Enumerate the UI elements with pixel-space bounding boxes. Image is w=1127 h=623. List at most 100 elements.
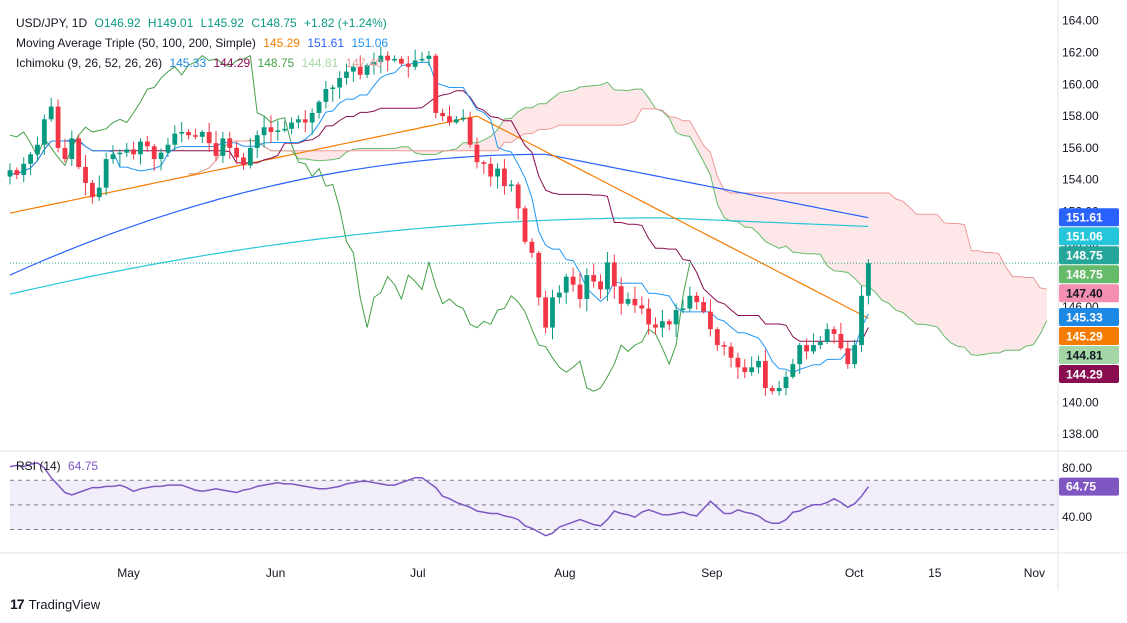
candle-body [117, 152, 123, 155]
price-tag-label: 151.61 [1066, 211, 1103, 225]
ichimoku-legend[interactable]: Ichimoku (9, 26, 52, 26, 26) 145.33 144.… [16, 56, 386, 70]
candle-body [254, 135, 260, 148]
candle-body [138, 141, 143, 155]
candle-body [831, 329, 837, 334]
indicator-lines [9, 54, 1058, 392]
price-tag-label: 145.33 [1066, 311, 1103, 325]
price-tag-label: 144.81 [1066, 349, 1103, 363]
ma200-value: 151.06 [351, 36, 389, 50]
candle-body [433, 55, 439, 113]
price-tag: 151.61 [1059, 208, 1119, 227]
rsi-tag-bg [1059, 477, 1119, 496]
candle-body [96, 187, 102, 198]
candle-body [220, 138, 226, 156]
price-axis[interactable]: 164.00162.00160.00158.00156.00154.00152.… [1059, 14, 1119, 441]
candle-body [234, 147, 240, 158]
candle-body [756, 360, 761, 368]
rsi-legend[interactable]: RSI (14) 64.75 [16, 459, 102, 473]
candle-body [495, 168, 500, 177]
price-tag-label: 147.40 [1066, 287, 1103, 301]
candle-body [14, 170, 20, 175]
candle-body [632, 298, 638, 306]
candle-body [804, 345, 809, 352]
price-tag-bg [1059, 284, 1119, 303]
price-tick-label: 156.00 [1062, 141, 1099, 155]
candle-body [453, 119, 459, 123]
ma-name: Moving Average Triple (50, 100, 200, Sim… [16, 36, 256, 50]
candle-body [653, 324, 658, 328]
candle-body [144, 141, 150, 147]
candle-body [268, 127, 274, 133]
price-grid [0, 0, 1127, 590]
price-tag-label: 145.29 [1066, 330, 1103, 344]
candle-body [275, 130, 281, 133]
price-tag: 145.29 [1059, 327, 1119, 346]
candle-body [666, 321, 672, 325]
candle-body [440, 112, 446, 117]
candle-body [282, 128, 288, 131]
candle-body [460, 117, 466, 120]
candle-body [577, 284, 583, 299]
candle-body [289, 122, 294, 129]
candle-body [625, 298, 631, 304]
price-tag-label: 151.06 [1066, 230, 1103, 244]
symbol-legend[interactable]: USD/JPY, 1D O146.92 H149.01 L145.92 C148… [16, 16, 391, 30]
time-tick-label: 15 [928, 566, 942, 580]
candle-body [817, 341, 823, 346]
candle-body [598, 281, 603, 290]
candle-body [405, 63, 411, 67]
candle-body [165, 144, 171, 153]
price-tag-bg [1059, 208, 1119, 227]
time-tick-label: Aug [554, 566, 575, 580]
low-value: L145.92 [200, 16, 244, 30]
candle-body [62, 147, 68, 160]
candle-body [762, 360, 768, 388]
ichimoku-cloud [188, 81, 1048, 356]
candle-body [357, 66, 363, 75]
candle-body [783, 376, 789, 388]
candle-body [728, 346, 734, 358]
candle-body [694, 295, 700, 303]
senkou-span-b-line [188, 108, 1047, 290]
tradingview-brand[interactable]: 17 TradingView [10, 596, 100, 612]
candle-body [529, 241, 535, 253]
price-tag: 145.33 [1059, 308, 1119, 327]
candle-body [659, 321, 665, 328]
price-tick-label: 154.00 [1062, 173, 1099, 187]
rsi-tick-label: 40.00 [1062, 510, 1092, 524]
candle-body [28, 154, 34, 164]
chikou-value: 148.75 [257, 56, 295, 70]
candle-body [261, 127, 267, 136]
price-tag: 144.81 [1059, 346, 1119, 365]
price-tick-label: 160.00 [1062, 77, 1099, 91]
candle-body [241, 157, 246, 166]
price-tag-label: 148.75 [1066, 249, 1103, 263]
brand-label: TradingView [28, 596, 101, 612]
candle-body [859, 295, 864, 346]
candle-body [447, 116, 452, 123]
time-axis[interactable]: May Jun Jul Aug Sep Oct 15 Nov [117, 566, 1045, 580]
candle-body [323, 89, 329, 102]
candle-body [721, 345, 727, 347]
tenkan-value: 145.33 [169, 56, 207, 70]
span-b-value: 147.40 [345, 56, 383, 70]
candle-body [845, 348, 851, 365]
candle-body [790, 364, 796, 377]
candle-body [158, 152, 164, 160]
candle-body [344, 71, 349, 78]
candle-body [515, 184, 521, 209]
candle-body [350, 66, 356, 72]
candle-body [316, 101, 322, 113]
candle-body [481, 162, 487, 164]
high-value: H149.01 [147, 16, 194, 30]
candle-body [522, 208, 528, 242]
price-tag: 148.75 [1059, 265, 1119, 284]
candle-body [371, 62, 377, 66]
price-tag: 147.40 [1059, 284, 1119, 303]
time-tick-label: Jul [410, 566, 425, 580]
candle-body [35, 144, 40, 155]
candle-body [426, 55, 432, 59]
ma-legend[interactable]: Moving Average Triple (50, 100, 200, Sim… [16, 36, 392, 50]
candle-body [797, 345, 803, 365]
